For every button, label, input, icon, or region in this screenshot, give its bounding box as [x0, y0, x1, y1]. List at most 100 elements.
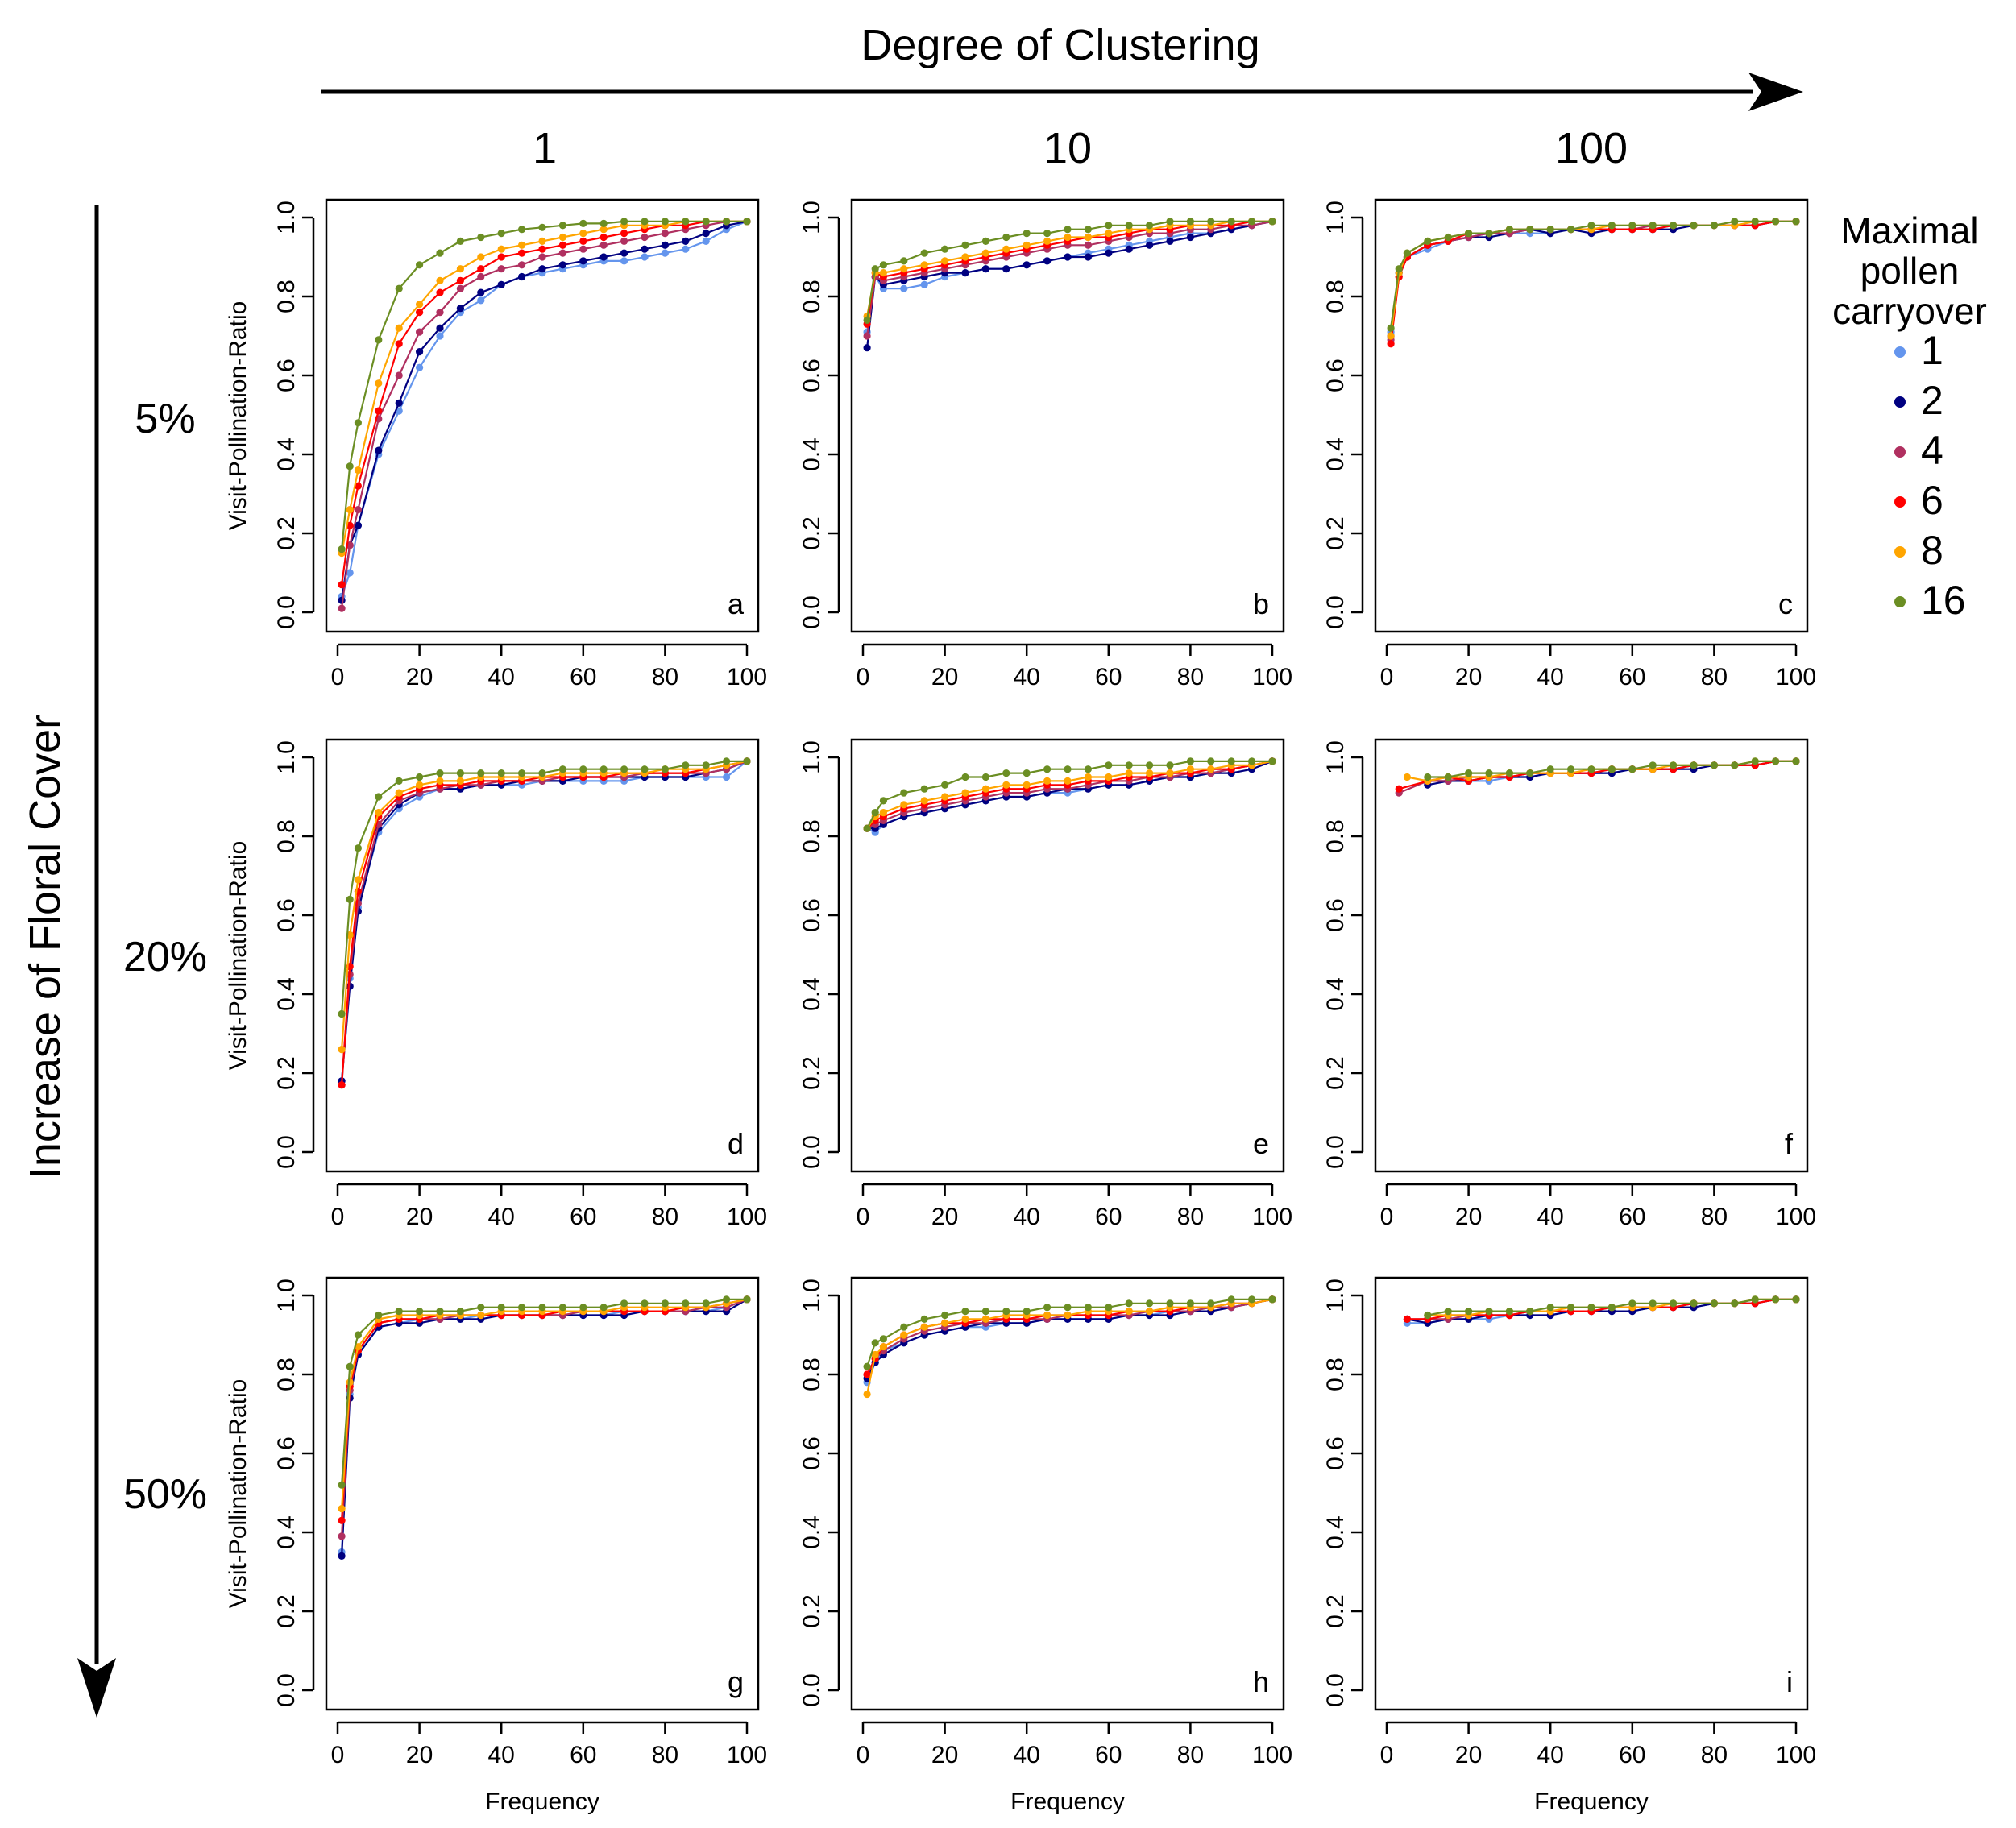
data-point	[981, 265, 989, 273]
data-point	[941, 245, 949, 253]
data-point	[871, 1350, 879, 1359]
panel-g: 0 20 40 60 80 100 0.0 0.2 0.4 0.6 0.8 1.0 Visit-Poll…	[225, 1276, 767, 1815]
series-line	[341, 1298, 748, 1552]
x-tick-label: 40	[488, 1742, 515, 1768]
data-point	[416, 348, 424, 356]
x-tick-label: 40	[488, 664, 515, 690]
y-tick-label: 0.8	[799, 280, 825, 313]
data-point	[579, 237, 587, 245]
data-point	[538, 223, 546, 231]
series-line	[1390, 220, 1796, 337]
x-tick-label: 80	[1701, 1204, 1728, 1230]
row-label-20: 20%	[123, 934, 207, 980]
series-16	[863, 218, 1276, 324]
legend-label-1: 1	[1921, 328, 1943, 373]
data-point	[1403, 1315, 1411, 1323]
data-point	[1064, 1304, 1072, 1312]
data-point	[879, 261, 887, 269]
x-tick-label: 20	[1455, 664, 1482, 690]
data-point	[941, 1319, 949, 1327]
data-point	[702, 761, 710, 769]
panel-letter: h	[1253, 1665, 1269, 1698]
data-point	[1023, 1308, 1031, 1316]
plot-frame	[325, 738, 760, 1173]
data-point	[920, 797, 928, 805]
y-direction-title: Increase of Floral Cover	[21, 715, 69, 1179]
data-point	[1670, 761, 1678, 769]
data-point	[1628, 222, 1636, 230]
data-point	[456, 284, 465, 292]
data-point	[518, 272, 526, 281]
series-line	[341, 1298, 748, 1521]
y-tick-label: 0.4	[799, 437, 825, 471]
data-point	[920, 261, 928, 269]
data-point	[961, 253, 969, 261]
data-point	[723, 757, 731, 765]
y-tick-label: 1.0	[799, 740, 825, 774]
data-point	[1387, 340, 1395, 348]
panel-e: 0 20 40 60 80 100 0.0 0.2 0.4 0.6 0.8 1.0 e	[799, 738, 1292, 1230]
data-point	[941, 793, 949, 801]
x-tick-label: 60	[1619, 1742, 1645, 1768]
y-tick-label: 0.0	[799, 595, 825, 629]
data-point	[1444, 1308, 1452, 1316]
x-tick-label: 80	[652, 664, 678, 690]
x-tick-label: 80	[652, 1742, 678, 1768]
data-point	[1186, 233, 1194, 242]
data-point	[1465, 1308, 1473, 1316]
data-point	[1084, 241, 1092, 249]
x-tick-label: 60	[1619, 1204, 1645, 1230]
data-point	[900, 257, 908, 265]
y-tick-label: 0.6	[799, 898, 825, 932]
data-point	[1792, 757, 1800, 765]
data-point	[1146, 761, 1154, 769]
series-1	[338, 218, 751, 601]
data-point	[436, 309, 444, 317]
data-point	[354, 419, 362, 427]
series-line	[866, 220, 1273, 348]
y-tick-label: 0.6	[1322, 898, 1349, 932]
series-16	[338, 1295, 751, 1489]
data-point	[1731, 1299, 1739, 1308]
y-tick-label: 0.0	[1322, 1135, 1349, 1169]
data-point	[346, 1362, 354, 1370]
data-point	[1043, 765, 1052, 773]
y-tick-label: 0.2	[1322, 1056, 1349, 1090]
data-point	[1465, 769, 1473, 777]
series-line	[1390, 220, 1796, 337]
plot-frame	[325, 1276, 760, 1711]
panel-letter: g	[728, 1665, 744, 1698]
y-tick-label: 0.0	[273, 595, 300, 629]
x-tick-label: 100	[727, 1204, 767, 1230]
data-point	[1146, 241, 1154, 249]
data-point	[1043, 237, 1052, 245]
data-point	[375, 1311, 383, 1320]
data-point	[961, 789, 969, 797]
x-tick-label: 80	[1177, 664, 1204, 690]
data-point	[900, 1323, 908, 1331]
data-point	[395, 777, 403, 786]
data-point	[941, 1311, 949, 1320]
data-point	[620, 249, 628, 257]
x-tick-label: 20	[406, 1204, 433, 1230]
y-tick-label: 0.2	[273, 516, 300, 550]
data-point	[477, 265, 485, 273]
data-point	[981, 1315, 989, 1323]
x-tick-label: 100	[1776, 1204, 1816, 1230]
data-point	[1023, 261, 1031, 269]
data-point	[456, 305, 465, 313]
data-point	[395, 789, 403, 797]
panel-letter: c	[1778, 587, 1793, 620]
data-point	[661, 241, 670, 249]
x-tick-label: 40	[488, 1204, 515, 1230]
series-line	[866, 220, 1272, 321]
plot-frame	[850, 198, 1285, 633]
y-tick-label: 0.2	[273, 1056, 300, 1090]
data-point	[1105, 222, 1113, 230]
y-tick-label: 0.2	[799, 516, 825, 550]
data-point	[1186, 218, 1194, 226]
x-tick-label: 80	[1701, 664, 1728, 690]
data-point	[1505, 1308, 1513, 1316]
y-tick-label: 0.0	[1322, 595, 1349, 629]
series-16	[1387, 218, 1800, 332]
